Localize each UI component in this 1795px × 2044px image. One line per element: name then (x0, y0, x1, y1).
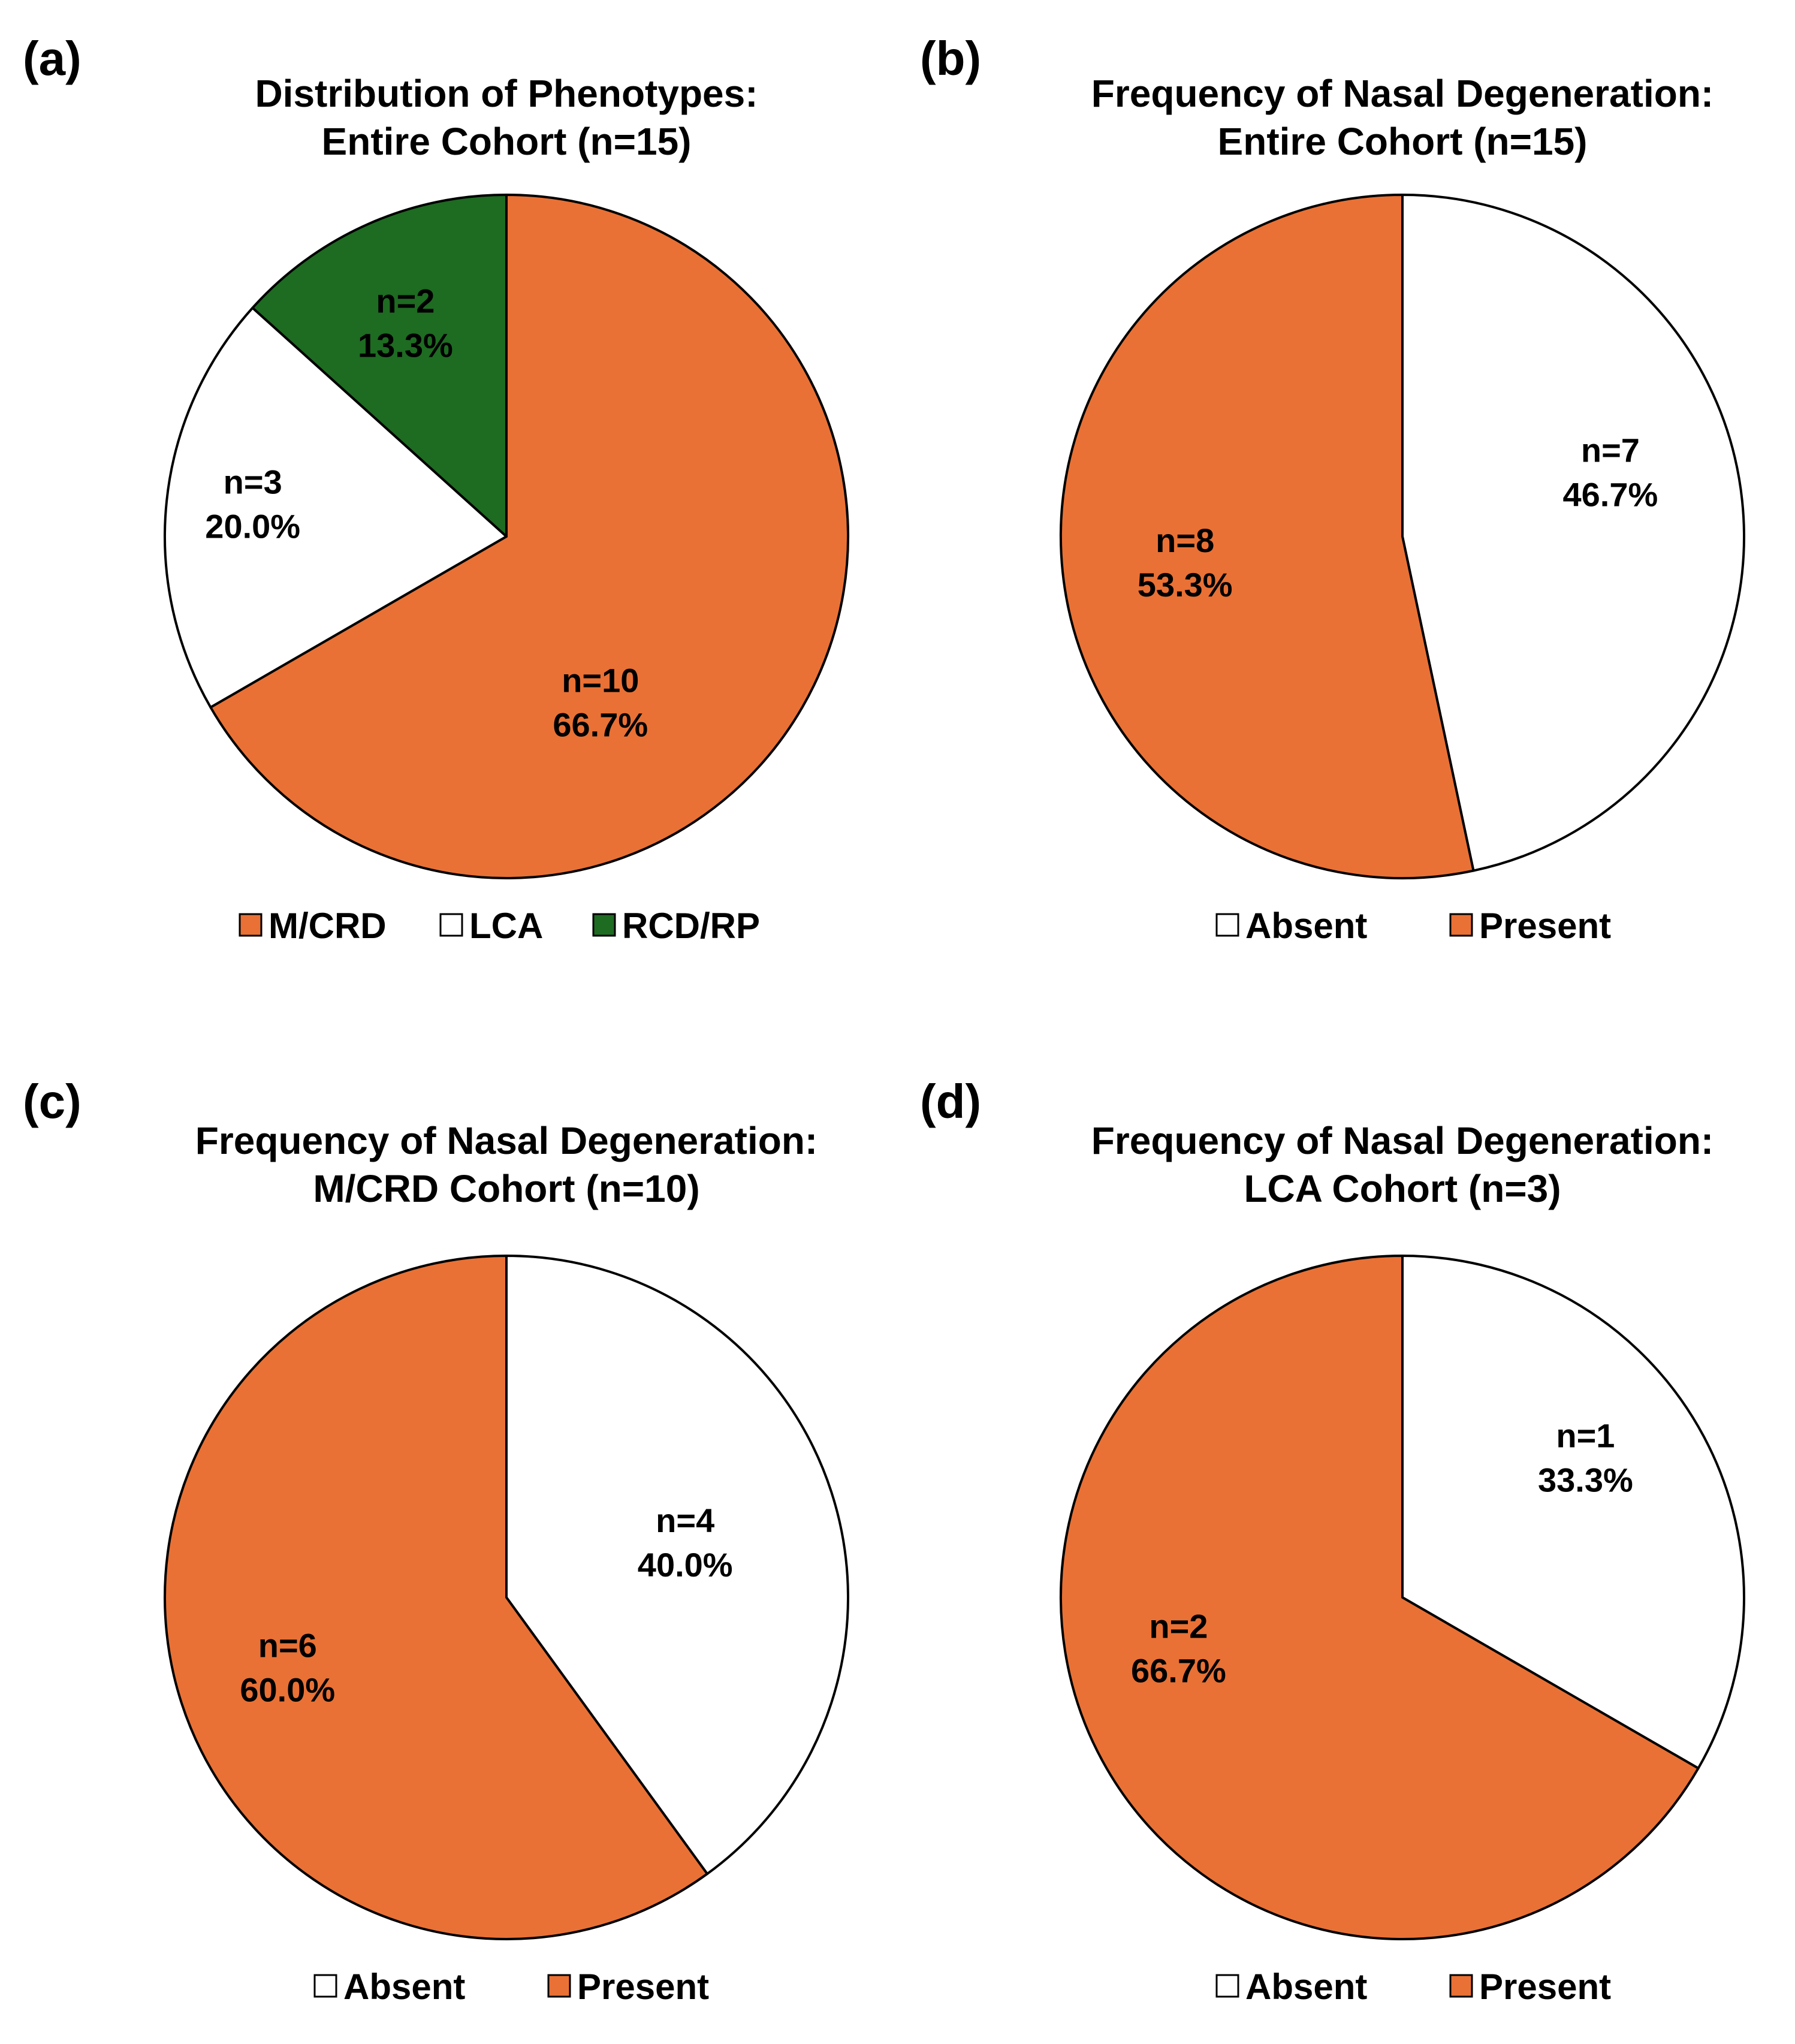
pie-slice-absent (505, 1255, 849, 1876)
pie-slice-absent (1401, 1255, 1745, 1769)
pie-slice-rcd-rp (251, 194, 508, 538)
legend-swatch (1215, 913, 1239, 937)
slice-count-label: n=2 (376, 282, 435, 319)
chart-panel-a: (a) Distribution of Phenotypes: Entire Coh… (23, 32, 849, 946)
legend-swatch (592, 913, 616, 937)
pie-slice-lca (164, 306, 508, 709)
chart-title-line1: Frequency of Nasal Degeneration: (195, 1119, 817, 1162)
legend: M/CRD LCA RCD/RP (239, 906, 760, 946)
chart-panel-b: (b) Frequency of Nasal Degeneration: Entir… (920, 32, 1745, 946)
legend-swatch (1449, 913, 1473, 937)
legend-swatch (439, 913, 463, 937)
slice-count-label: n=6 (258, 1627, 317, 1665)
legend-label: M/CRD (269, 906, 387, 946)
panel-label: (b) (920, 32, 981, 85)
slice-count-label: n=2 (1149, 1607, 1208, 1645)
legend-label: Present (1479, 906, 1611, 946)
slice-count-label: n=3 (224, 463, 282, 501)
chart-panel-d: (d) Frequency of Nasal Degeneration: LCA C… (920, 1075, 1745, 2007)
legend-swatch (1215, 1974, 1239, 1998)
legend-label: Absent (1245, 906, 1367, 946)
chart-title-line2: M/CRD Cohort (n=10) (313, 1167, 699, 1210)
legend-label: Present (577, 1967, 709, 2007)
pie-slice-present (1060, 1255, 1700, 1940)
legend-label: Present (1479, 1967, 1611, 2007)
legend-swatch (239, 913, 263, 937)
pie-slice-present (164, 1255, 709, 1940)
legend: Absent Present (1215, 906, 1611, 946)
pie-slice-present (1060, 194, 1475, 879)
chart-title-line1: Distribution of Phenotypes: (255, 72, 758, 115)
panel-label: (d) (920, 1075, 981, 1128)
legend-label: RCD/RP (622, 906, 760, 946)
slice-percent-label: 66.7% (553, 706, 648, 744)
pie-slice-m-crd (209, 194, 849, 879)
legend: Absent Present (1215, 1967, 1611, 2007)
slice-percent-label: 40.0% (638, 1546, 733, 1584)
legend-label: Absent (343, 1967, 465, 2007)
chart-title-line1: Frequency of Nasal Degeneration: (1091, 1119, 1713, 1162)
slice-count-label: n=4 (656, 1502, 714, 1539)
chart-panel-c: (c) Frequency of Nasal Degeneration: M/CRD… (23, 1075, 849, 2007)
chart-title-line2: Entire Cohort (n=15) (322, 120, 692, 163)
slice-percent-label: 33.3% (1538, 1461, 1633, 1499)
slice-count-label: n=10 (562, 662, 639, 700)
legend-label: LCA (469, 906, 543, 946)
legend-label: Absent (1245, 1967, 1367, 2007)
slice-percent-label: 20.0% (205, 508, 300, 545)
slice-percent-label: 13.3% (358, 326, 453, 364)
legend-swatch (1449, 1974, 1473, 1998)
slice-count-label: n=7 (1581, 431, 1640, 469)
slice-percent-label: 46.7% (1563, 475, 1658, 513)
panel-label: (a) (23, 32, 82, 85)
legend: Absent Present (313, 1967, 709, 2007)
panel-label: (c) (23, 1075, 82, 1128)
slice-percent-label: 60.0% (240, 1671, 335, 1709)
legend-swatch (313, 1974, 337, 1998)
pie-slice-absent (1401, 194, 1745, 872)
chart-title-line1: Frequency of Nasal Degeneration: (1091, 72, 1713, 115)
slice-percent-label: 53.3% (1138, 566, 1233, 604)
slice-count-label: n=8 (1156, 521, 1214, 559)
slice-count-label: n=1 (1556, 1416, 1615, 1454)
slice-percent-label: 66.7% (1131, 1651, 1226, 1689)
chart-title-line2: LCA Cohort (n=3) (1244, 1167, 1561, 1210)
chart-title-line2: Entire Cohort (n=15) (1218, 120, 1588, 163)
legend-swatch (547, 1974, 571, 1998)
